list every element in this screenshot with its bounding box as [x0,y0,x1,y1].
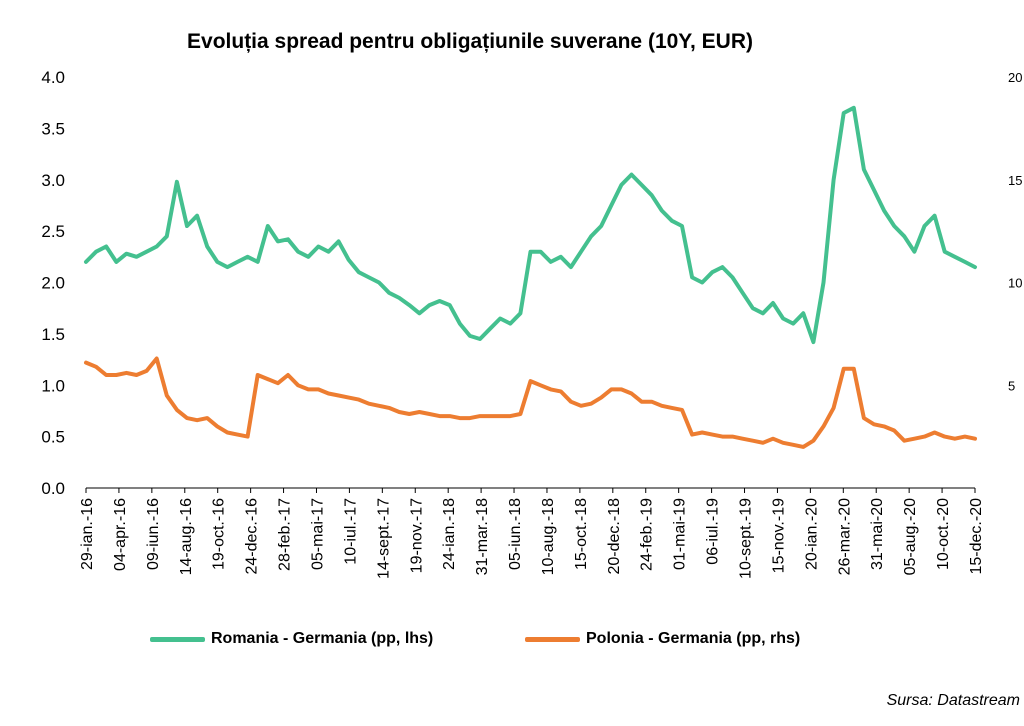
x-tick-label: 06-iul.-19 [705,498,722,565]
x-tick-label: 31-mai-20 [869,498,886,570]
x-tick-label: 26-mar.-20 [836,498,853,575]
legend: Romania - Germania (pp, lhs) Polonia - G… [0,630,1024,660]
x-tick-label: 15-nov.-19 [770,498,787,573]
source-note: Sursa: Datastream [886,692,1020,709]
y-left-tick-label: 1.0 [41,376,65,395]
x-tick-label: 15-oct.-18 [573,498,590,570]
y-left-tick-label: 1.5 [41,325,65,344]
x-tick-label: 14-aug.-16 [178,498,195,575]
x-tick-label: 04-apr.-16 [112,498,129,571]
x-tick-label: 05-mai-17 [309,498,326,570]
x-tick-label: 19-nov.-17 [408,498,425,573]
y-left-tick-label: 0.5 [41,428,65,447]
chart-title: Evoluția spread pentru obligațiunile suv… [187,30,753,53]
x-tick-label: 24-dec.-16 [244,498,261,575]
x-tick-label: 29-ian.-16 [79,498,96,570]
legend-swatch-polonia [525,636,580,642]
x-tick-label: 31-mar.-18 [474,498,491,575]
y-left-tick-label: 4.0 [41,68,65,87]
x-tick-label: 20-ian.-20 [803,498,820,570]
x-tick-label: 10-sept.-19 [738,498,755,579]
y-right-tick-label: 20 [1008,70,1022,85]
x-tick-label: 05-aug.-20 [902,498,919,575]
x-tick-label: 01-mai-19 [672,498,689,570]
x-tick-label: 14-sept.-17 [375,498,392,579]
y-left-tick-label: 0.0 [41,479,65,498]
y-left-tick-label: 2.0 [41,274,65,293]
y-right-tick-label: 5 [1008,378,1015,393]
x-tick-label: 24-ian.-18 [441,498,458,570]
x-tick-label: 24-feb.-19 [639,498,656,571]
x-tick-label: 09-iun.-16 [145,498,162,570]
legend-item-polonia: Polonia - Germania (pp, rhs) [525,630,800,648]
legend-item-romania: Romania - Germania (pp, lhs) [150,630,433,648]
spread-chart: 4.0 3.5 3.0 2.5 2.0 1.5 1.0 0.5 0.0 20 15 10 5 29-ia… [41,68,1022,579]
legend-label-polonia: Polonia - Germania (pp, rhs) [586,630,801,647]
x-tick-label: 10-iul.-17 [342,498,359,565]
x-tick-label: 20-dec.-18 [606,498,623,575]
x-tick-label: 10-oct.-20 [935,498,952,570]
x-tick-label: 05-iun.-18 [507,498,524,570]
series-line-polonia [84,356,977,449]
y-right-tick-label: 15 [1008,173,1022,188]
y-left-tick-label: 3.0 [41,171,65,190]
x-tick-label: 19-oct.-16 [211,498,228,570]
y-right-tick-label: 10 [1008,276,1022,291]
y-left-tick-label: 2.5 [41,222,65,241]
x-tick-label: 28-feb.-17 [277,498,294,571]
x-tick-label: 15-dec.-20 [968,498,985,575]
x-tick-label: 10-aug.-18 [540,498,557,575]
legend-swatch-romania [150,636,205,642]
legend-label-romania: Romania - Germania (pp, lhs) [211,630,434,647]
y-left-tick-label: 3.5 [41,119,65,138]
series-line-romania [84,105,977,345]
